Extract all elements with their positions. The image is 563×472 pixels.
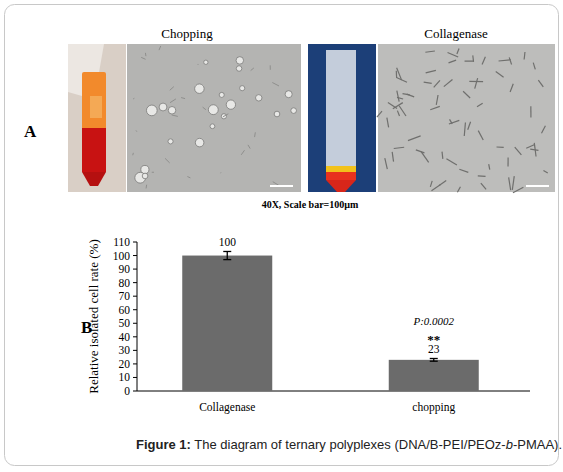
micrograph (127, 44, 301, 192)
bar (389, 360, 479, 391)
y-tick (133, 242, 137, 243)
annotation: P:0.0002 (412, 315, 454, 327)
y-tick (133, 309, 137, 310)
micrograph (377, 44, 555, 193)
figure-frame (5, 5, 559, 466)
panel-title: Chopping (161, 26, 213, 41)
error-bar (430, 358, 438, 361)
y-tick (133, 296, 137, 297)
y-tick-label: 0 (124, 385, 130, 397)
caption-label: Figure 1: (136, 437, 191, 452)
y-tick-label: 40 (119, 331, 131, 343)
x-tick-label: Collagenase (199, 401, 255, 414)
caption-text: -PMAA). (513, 437, 562, 452)
scale-bar (526, 185, 549, 187)
y-tick-label: 70 (119, 290, 131, 302)
y-tick (133, 336, 137, 337)
error-bar (223, 251, 231, 259)
panel-title: Collagenase (424, 26, 488, 41)
axes: 0102030405060708090100110Relative isolat… (86, 236, 530, 397)
y-tick (133, 255, 137, 256)
y-tick-label: 90 (119, 263, 131, 275)
y-tick-label: 50 (119, 317, 131, 329)
y-tick (133, 363, 137, 364)
caption-text: The diagram of ternary polyplexes (DNA/B… (191, 437, 506, 452)
bars (182, 251, 479, 391)
caption-text: b (506, 437, 513, 452)
y-tick-label: 110 (113, 236, 130, 248)
data-label: 100 (219, 236, 237, 248)
tube-photo (68, 44, 126, 192)
y-tick (133, 350, 137, 351)
y-tick-label: 30 (119, 344, 131, 356)
y-tick (133, 391, 137, 392)
y-tick-label: 20 (119, 358, 131, 370)
y-axis-label: Relative isolated cell rate (%) (86, 239, 101, 393)
y-tick (133, 269, 137, 270)
y-tick (133, 282, 137, 283)
y-tick-label: 80 (119, 277, 131, 289)
y-tick-label: 100 (113, 250, 131, 262)
tube-photo (308, 44, 376, 192)
panel-label: A (24, 122, 37, 141)
annotation: ** (427, 332, 440, 347)
magnification-note: 40X, Scale bar=100µm (262, 199, 359, 210)
bar (182, 256, 272, 391)
x-tick-label: chopping (412, 401, 455, 414)
y-tick-label: 10 (119, 371, 131, 383)
y-axis (137, 242, 138, 391)
scale-bar (270, 185, 293, 187)
y-tick (133, 377, 137, 378)
y-tick (133, 323, 137, 324)
caption: Figure 1: The diagram of ternary polyple… (136, 437, 562, 452)
figure: A Chopping Collagenase 40X, Scale bar=100µm… (0, 0, 563, 472)
y-tick-label: 60 (119, 304, 131, 316)
